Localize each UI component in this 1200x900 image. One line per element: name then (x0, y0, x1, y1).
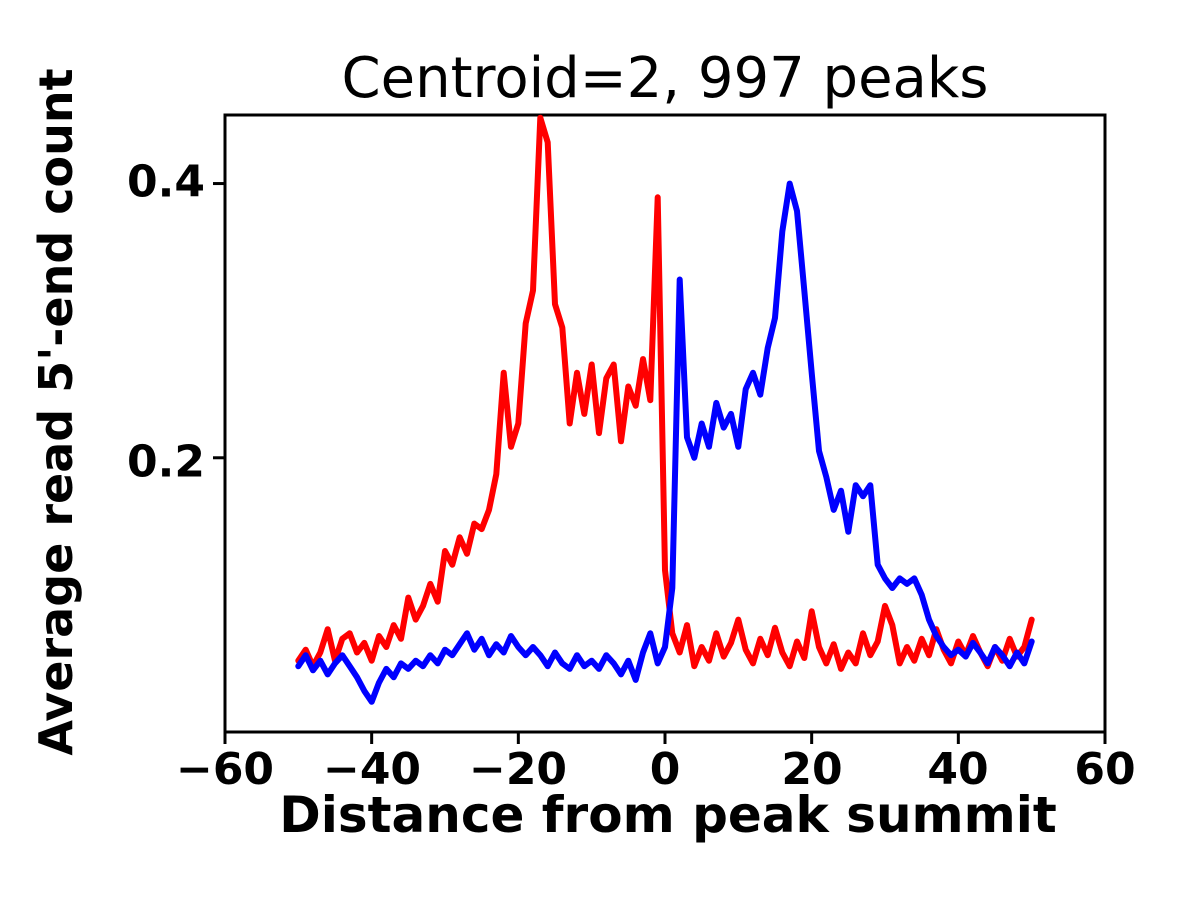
x-tick-label: 20 (781, 744, 843, 795)
forward-strand-reads-line (295, 114, 1035, 672)
x-tick-label: 0 (649, 744, 681, 795)
y-tick-label: 0.4 (127, 156, 205, 208)
x-tick-label: 60 (1074, 744, 1136, 795)
x-tick-label: −40 (322, 744, 422, 795)
x-axis-label: Distance from peak summit (279, 786, 1057, 844)
x-tick-label: −60 (175, 744, 275, 795)
chart-title: Centroid=2, 997 peaks (341, 46, 989, 111)
y-axis-label: Average read 5'-end count (29, 68, 83, 756)
x-tick-label: 40 (927, 744, 989, 795)
reverse-strand-reads-line (295, 180, 1035, 705)
y-tick-label: 0.2 (127, 436, 205, 488)
x-tick-label: −20 (468, 744, 568, 795)
